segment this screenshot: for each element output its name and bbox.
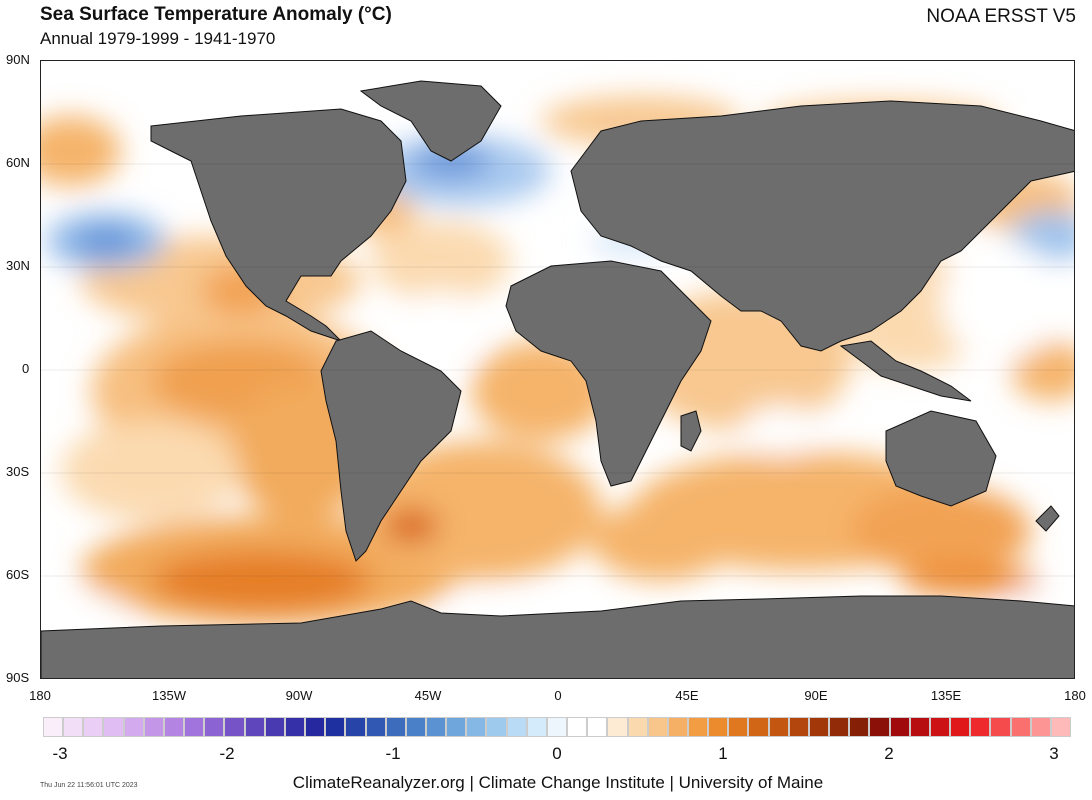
land-africa [505, 260, 712, 487]
lon-label-45e: 45E [675, 688, 699, 703]
color-scale-cell [950, 717, 971, 737]
chart-title: Sea Surface Temperature Anomaly (°C) [40, 4, 392, 25]
color-scale-cell [849, 717, 870, 737]
color-scale-cell [909, 717, 930, 737]
color-scale-cell [143, 717, 164, 737]
lon-label-135w: 135W [152, 688, 186, 703]
color-scale-cell [345, 717, 366, 737]
graticule [41, 163, 1074, 577]
color-scale-cell [486, 717, 507, 737]
color-scale-cell [305, 717, 326, 737]
color-scale-cell [284, 717, 306, 737]
color-scale-cell [889, 717, 910, 737]
lon-label-90w: 90W [285, 688, 313, 703]
lat-label-60s: 60S [6, 567, 30, 582]
land-masses [41, 80, 1074, 678]
color-scale-cell [728, 717, 749, 737]
land-north-america [150, 108, 407, 342]
color-scale-cell [587, 717, 608, 737]
color-scale-cell [446, 717, 467, 737]
color-scale-cell [184, 717, 205, 737]
color-scale-cell [83, 717, 104, 737]
land-madagascar [680, 410, 702, 452]
color-scale-bar [43, 717, 1071, 737]
lat-label-30n: 30N [6, 258, 30, 273]
color-scale-cell [970, 717, 991, 737]
scale-label-0: 0 [552, 744, 562, 763]
lon-label-45w: 45W [414, 688, 442, 703]
dataset-label: NOAA ERSST V5 [926, 6, 1076, 27]
color-scale-cell [103, 717, 124, 737]
color-scale-cell [869, 717, 890, 737]
color-scale-cell [768, 717, 789, 737]
land-greenland [359, 80, 502, 162]
lon-label-135e: 135E [930, 688, 962, 703]
color-scale-cell [1010, 717, 1031, 737]
color-scale-cell [425, 717, 447, 737]
scale-label-1: 1 [718, 744, 728, 763]
color-scale-cell [466, 717, 487, 737]
lat-label-60n: 60N [6, 155, 30, 170]
lon-label-0: 0 [554, 688, 562, 703]
color-scale-cell [808, 717, 830, 737]
color-scale-cell [607, 717, 628, 737]
color-scale-cell [224, 717, 245, 737]
color-scale-cell [405, 717, 426, 737]
land-se-asia [839, 340, 972, 402]
color-scale-cell [63, 717, 84, 737]
color-scale-cell [1050, 717, 1071, 737]
scale-label-3: 3 [1049, 744, 1059, 763]
lat-label-30s: 30S [6, 464, 30, 479]
map-canvas [41, 61, 1074, 678]
land-south-america [320, 330, 462, 562]
color-scale-cell [667, 717, 688, 737]
color-scale-cell [829, 717, 850, 737]
color-scale-cell [929, 717, 951, 737]
color-scale-cell [1030, 717, 1051, 737]
lon-label-90e: 90E [804, 688, 828, 703]
color-scale-cell [43, 717, 64, 737]
chart-subtitle: Annual 1979-1999 - 1941-1970 [40, 29, 276, 48]
lon-label-180e: 180 [1064, 688, 1086, 703]
color-scale-cell [647, 717, 668, 737]
color-scale-cell [264, 717, 285, 737]
color-scale-cell [506, 717, 527, 737]
scale-label-2: 2 [884, 744, 894, 763]
land-antarctica [41, 595, 1074, 678]
land-australia [885, 410, 997, 507]
credit-line: ClimateReanalyzer.org | Climate Change I… [292, 773, 824, 792]
land-eurasia [570, 100, 1074, 352]
color-scale-cell [990, 717, 1011, 737]
color-scale-cell [688, 717, 709, 737]
color-scale-cell [627, 717, 648, 737]
color-scale-cell [385, 717, 406, 737]
color-scale-cell [204, 717, 225, 737]
color-scale-cell [163, 717, 185, 737]
color-scale-cell [244, 717, 265, 737]
color-scale-cell [325, 717, 346, 737]
land-new-zealand [1035, 505, 1060, 532]
scale-label-neg3: -3 [52, 744, 68, 763]
lat-label-90s: 90S [6, 670, 30, 685]
color-scale-cell [748, 717, 769, 737]
scale-label-neg1: -1 [385, 744, 401, 763]
color-scale-cell [365, 717, 386, 737]
color-scale-cell [708, 717, 729, 737]
color-scale-cell [546, 717, 568, 737]
anomaly-map [40, 60, 1075, 679]
lat-label-0: 0 [22, 361, 30, 376]
color-scale-cell [567, 717, 588, 737]
lat-label-90n: 90N [6, 52, 30, 67]
color-scale-cell [123, 717, 144, 737]
color-scale-cell [788, 717, 809, 737]
lon-label-180w: 180 [29, 688, 51, 703]
timestamp: Thu Jun 22 11:56:01 UTC 2023 [40, 782, 138, 789]
scale-label-neg2: -2 [219, 744, 235, 763]
color-scale-cell [526, 717, 547, 737]
